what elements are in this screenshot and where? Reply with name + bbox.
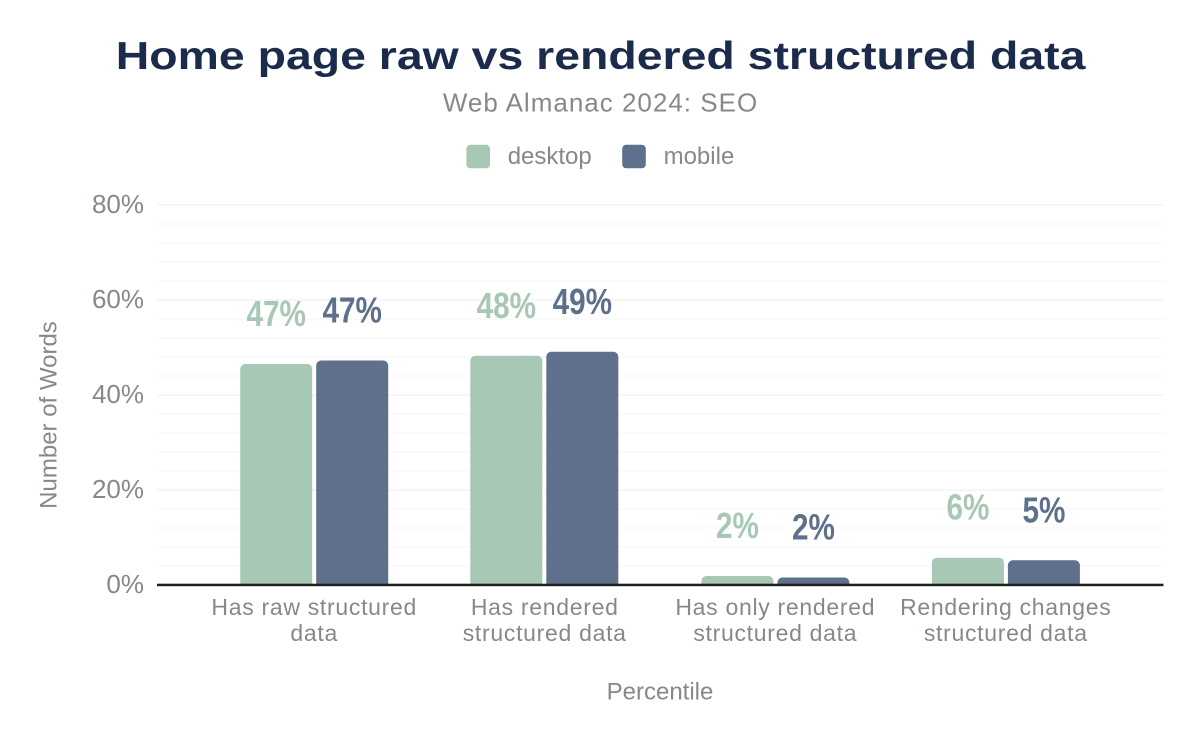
svg-text:Has raw structured: Has raw structured bbox=[211, 594, 417, 620]
svg-text:Web Almanac 2024: SEO: Web Almanac 2024: SEO bbox=[443, 88, 758, 118]
svg-text:47%: 47% bbox=[246, 293, 305, 333]
svg-text:5%: 5% bbox=[1022, 490, 1065, 530]
svg-text:40%: 40% bbox=[92, 379, 144, 409]
svg-text:data: data bbox=[290, 620, 338, 646]
svg-text:structured data: structured data bbox=[463, 620, 627, 646]
svg-text:Has only rendered: Has only rendered bbox=[675, 594, 875, 620]
svg-text:Home page raw vs rendered stru: Home page raw vs rendered structured dat… bbox=[116, 34, 1087, 78]
svg-text:2%: 2% bbox=[716, 505, 759, 545]
svg-text:6%: 6% bbox=[946, 487, 989, 527]
svg-text:Has rendered: Has rendered bbox=[471, 594, 619, 620]
svg-text:structured data: structured data bbox=[693, 620, 857, 646]
svg-text:0%: 0% bbox=[106, 569, 144, 599]
svg-text:20%: 20% bbox=[92, 474, 144, 504]
svg-text:Percentile: Percentile bbox=[607, 679, 714, 706]
svg-text:80%: 80% bbox=[92, 189, 144, 219]
svg-text:mobile: mobile bbox=[664, 143, 735, 170]
svg-text:Number of Words: Number of Words bbox=[36, 321, 63, 509]
svg-text:2%: 2% bbox=[792, 507, 835, 547]
svg-text:60%: 60% bbox=[92, 284, 144, 314]
svg-text:Rendering changes: Rendering changes bbox=[900, 594, 1111, 620]
svg-text:structured data: structured data bbox=[924, 620, 1088, 646]
svg-text:47%: 47% bbox=[322, 290, 381, 330]
svg-text:49%: 49% bbox=[553, 281, 612, 321]
svg-text:desktop: desktop bbox=[508, 143, 592, 170]
svg-text:48%: 48% bbox=[477, 285, 536, 325]
